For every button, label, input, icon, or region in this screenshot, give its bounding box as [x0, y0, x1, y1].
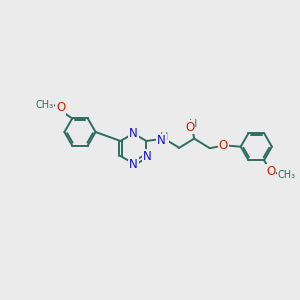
Text: O: O	[266, 165, 275, 178]
Text: N: N	[129, 158, 138, 171]
Text: O: O	[219, 139, 228, 152]
Text: CH₃: CH₃	[278, 169, 296, 180]
Text: N: N	[143, 149, 152, 163]
Text: O: O	[56, 101, 65, 115]
Text: N: N	[157, 134, 166, 148]
Text: H: H	[189, 119, 197, 129]
Text: CH₃: CH₃	[35, 100, 54, 110]
Text: O: O	[185, 121, 194, 134]
Text: H: H	[160, 132, 169, 142]
Text: N: N	[129, 127, 138, 140]
